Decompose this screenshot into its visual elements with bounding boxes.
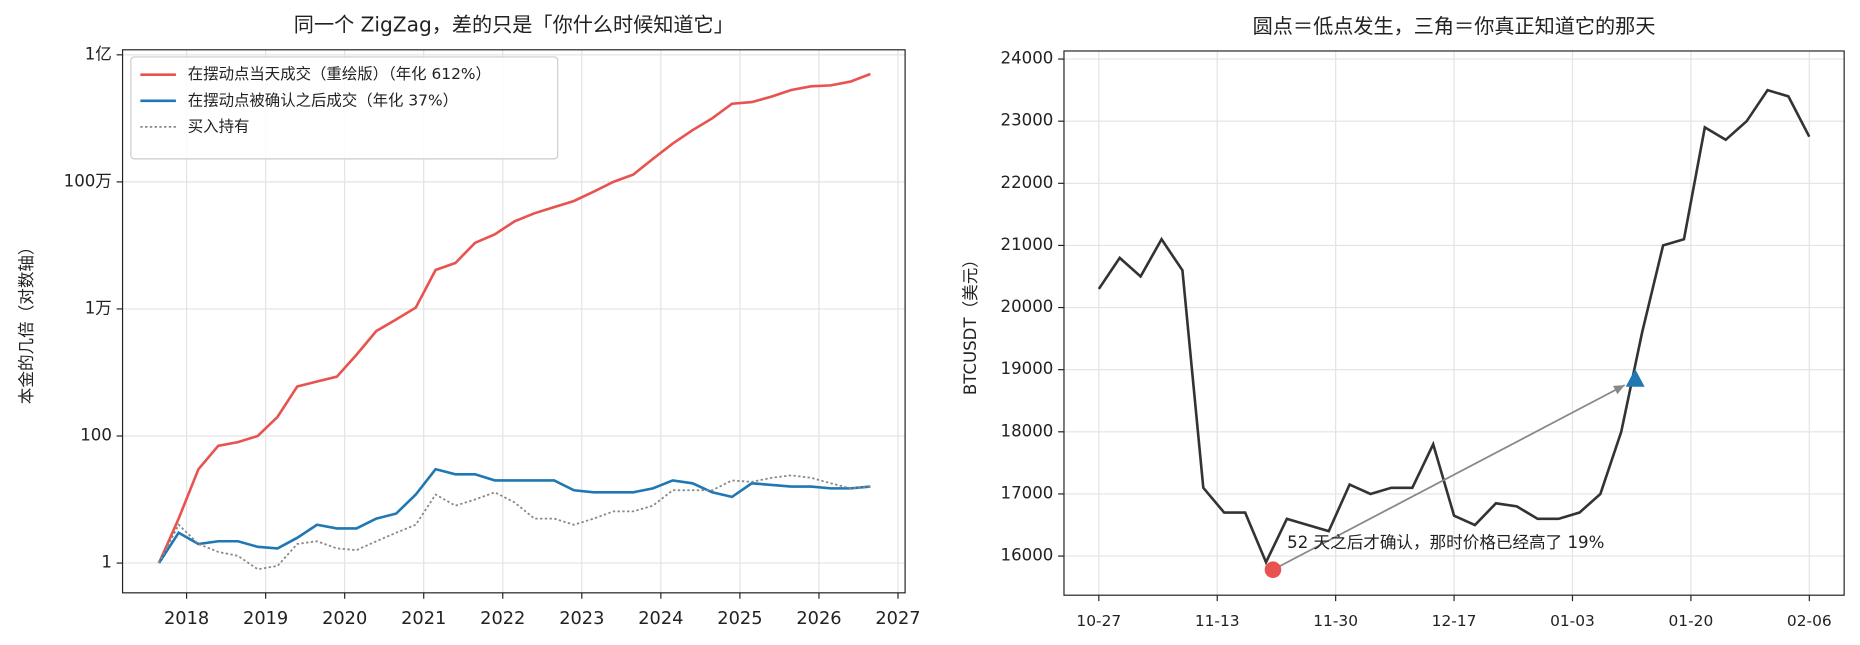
y-tick-label: 100万 (64, 171, 112, 190)
x-tick-label: 01-20 (1669, 612, 1714, 630)
y-tick-label: 24000 (1001, 49, 1054, 68)
y-tick-label: 20000 (1001, 297, 1054, 316)
y-tick-label: 23000 (1001, 111, 1054, 130)
x-tick-label: 11-13 (1195, 612, 1240, 630)
arrow-head (1613, 385, 1625, 395)
annotation: 52 天之后才确认，那时价格已经高了 19% (1287, 533, 1604, 552)
y-tick-label: 21000 (1001, 235, 1054, 254)
y-axis-label: 本金的几倍（对数轴） (17, 238, 36, 404)
y-tick-label: 1万 (85, 298, 112, 317)
plot-frame (121, 49, 906, 594)
x-tick-label: 2020 (322, 608, 367, 629)
series-line (158, 474, 871, 571)
x-tick-label: 2023 (559, 608, 604, 629)
x-tick-label: 01-03 (1550, 612, 1595, 630)
x-tick-label: 2027 (875, 608, 920, 629)
chart-title: 圆点＝低点发生，三角＝你真正知道它的那天 (1253, 14, 1656, 38)
legend-label: 在摆动点当天成交（重绘版）（年化 612%） (188, 65, 491, 83)
y-tick-label: 100 (80, 426, 112, 445)
series-line (1097, 88, 1811, 566)
x-tick-label: 2021 (401, 608, 446, 629)
y-tick-label: 19000 (1001, 359, 1054, 378)
legend-label: 在摆动点被确认之后成交（年化 37%） (188, 91, 458, 109)
y-tick-label: 16000 (1001, 546, 1054, 565)
x-tick-label: 2018 (164, 608, 209, 629)
y-tick-label: 17000 (1001, 483, 1054, 502)
x-tick-label: 12-17 (1432, 612, 1477, 630)
legend-label: 买入持有 (188, 117, 250, 135)
x-tick-label: 2022 (480, 608, 525, 629)
y-tick-label: 18000 (1001, 421, 1054, 440)
y-tick-label: 1 (101, 553, 112, 572)
series-line (157, 467, 871, 564)
x-tick-label: 10-27 (1076, 612, 1121, 630)
x-tick-label: 2024 (638, 608, 683, 629)
x-tick-label: 02-06 (1787, 612, 1832, 630)
chart-title: 同一个 ZigZag，差的只是「你什么时候知道它」 (294, 13, 734, 37)
x-tick-label: 2019 (243, 608, 288, 629)
marker-circle (1264, 561, 1282, 579)
y-tick-label: 1亿 (85, 44, 112, 63)
x-tick-label: 11-30 (1313, 612, 1358, 630)
y-tick-label: 22000 (1001, 173, 1054, 192)
arrow-shaft (1272, 384, 1626, 571)
legend-box (130, 56, 559, 160)
x-tick-label: 2025 (717, 608, 762, 629)
series-line (157, 72, 871, 564)
marker-triangle (1625, 368, 1645, 387)
plot-frame (1063, 50, 1845, 596)
y-axis-label: BTCUSDT（美元） (961, 251, 980, 395)
x-tick-label: 2026 (796, 608, 841, 629)
